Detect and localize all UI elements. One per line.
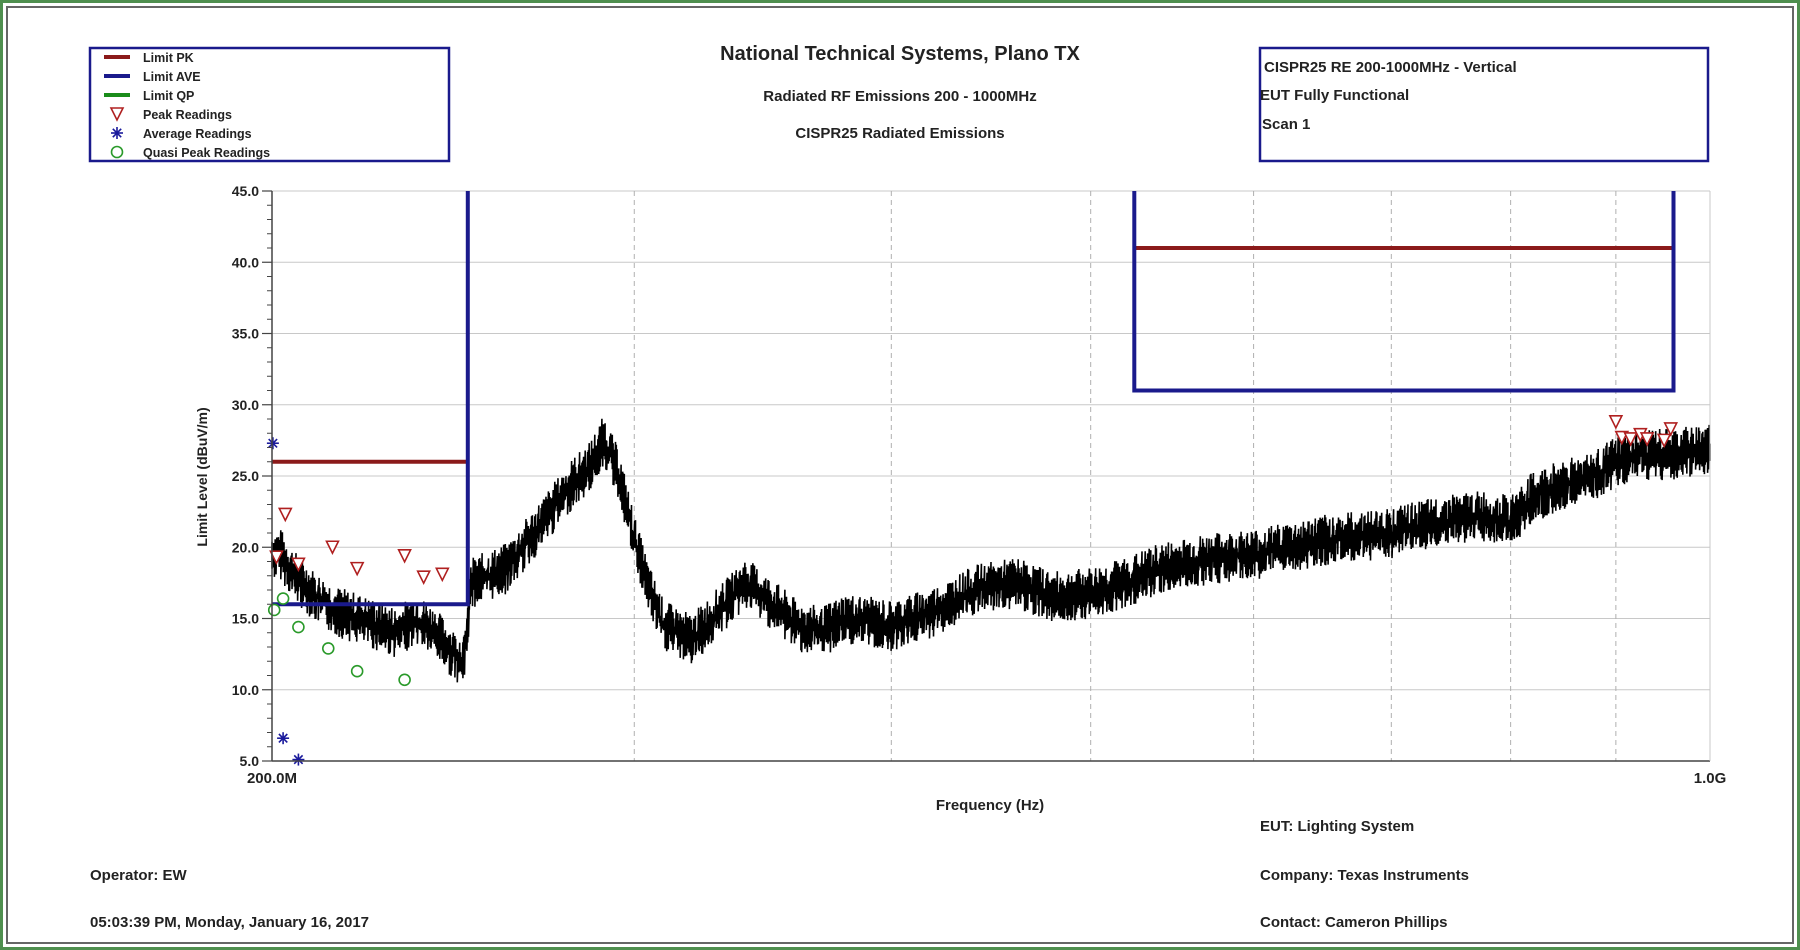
peak-reading-marker bbox=[1639, 432, 1655, 447]
timestamp-label: 05:03:39 PM, Monday, January 16, 2017 bbox=[90, 914, 369, 931]
info-box bbox=[1258, 46, 1710, 163]
legend-swatch-asterisk bbox=[111, 127, 123, 139]
y-tick-label: 10.0 bbox=[232, 682, 259, 698]
peak-reading-marker bbox=[269, 550, 284, 566]
peak-reading-marker bbox=[1608, 415, 1624, 430]
peak-reading-marker bbox=[349, 561, 365, 577]
peak-reading-marker bbox=[397, 548, 412, 564]
y-tick-label: 40.0 bbox=[232, 254, 259, 270]
peak-reading-marker bbox=[435, 567, 450, 583]
y-tick-label: 20.0 bbox=[232, 539, 259, 555]
legend-label: Peak Readings bbox=[143, 108, 232, 122]
trace-layer bbox=[271, 418, 1711, 683]
contact-label: Contact: Cameron Phillips bbox=[1260, 914, 1448, 931]
quasi-peak-reading-marker bbox=[398, 673, 411, 687]
peak-reading-marker bbox=[1656, 433, 1672, 449]
peak-reading-marker bbox=[1663, 422, 1679, 437]
company-label: Company: Texas Instruments bbox=[1260, 867, 1469, 884]
y-tick-label: 35.0 bbox=[232, 326, 259, 342]
marker-layer bbox=[266, 415, 1679, 766]
quasi-peak-reading-marker bbox=[292, 620, 305, 634]
plot-area: 5.0 10.0 15.0 20.0 25.0 30.0 35.0 40.0 45.0 200.0… bbox=[232, 183, 1727, 787]
x-axis-label: Frequency (Hz) bbox=[936, 797, 1044, 814]
legend-label: Limit QP bbox=[143, 89, 194, 103]
quasi-peak-reading-marker bbox=[350, 664, 364, 678]
measured-trace bbox=[271, 418, 1711, 683]
quasi-peak-reading-marker bbox=[321, 642, 335, 655]
y-tick-label: 5.0 bbox=[240, 753, 260, 769]
legend-box bbox=[88, 46, 451, 163]
y-axis-label: Limit Level (dBuV/m) bbox=[194, 407, 210, 546]
average-reading-marker bbox=[292, 753, 305, 766]
quasi-peak-reading-marker bbox=[276, 592, 290, 605]
limit-ave-line bbox=[1132, 191, 1676, 393]
peak-reading-marker bbox=[291, 557, 306, 573]
report-title: National Technical Systems, Plano TX bbox=[720, 43, 1080, 65]
peak-reading-marker bbox=[325, 540, 340, 556]
legend-swatch-triangle bbox=[109, 107, 125, 122]
report-subtitle-2: CISPR25 Radiated Emissions bbox=[795, 125, 1004, 142]
info-box-line-3: Scan 1 bbox=[1262, 116, 1310, 133]
peak-reading-marker bbox=[416, 570, 431, 585]
y-tick-label: 25.0 bbox=[232, 468, 259, 484]
window-frame-inner bbox=[6, 6, 1794, 944]
info-box-line-2: EUT Fully Functional bbox=[1260, 87, 1409, 104]
legend-label: Quasi Peak Readings bbox=[143, 146, 270, 160]
limit-ave-line bbox=[272, 191, 470, 607]
axis-layer: 5.0 10.0 15.0 20.0 25.0 30.0 35.0 40.0 45.0 200.0… bbox=[232, 183, 1727, 787]
legend-swatch-circle bbox=[110, 145, 124, 159]
limit-layer bbox=[272, 191, 1676, 607]
average-reading-marker bbox=[266, 437, 279, 450]
quasi-peak-reading-marker bbox=[267, 603, 281, 617]
legend-label: Limit PK bbox=[143, 51, 194, 65]
report-subtitle: Radiated RF Emissions 200 - 1000MHz bbox=[763, 88, 1036, 105]
operator-label: Operator: EW bbox=[90, 867, 188, 884]
legend-label: Average Readings bbox=[143, 127, 252, 141]
legend-label: Limit AVE bbox=[143, 70, 201, 84]
x-tick-label-start: 200.0M bbox=[247, 770, 297, 787]
y-tick-label: 45.0 bbox=[232, 183, 259, 199]
average-reading-marker bbox=[277, 732, 290, 745]
info-box-line-1: CISPR25 RE 200-1000MHz - Vertical bbox=[1264, 59, 1517, 76]
y-tick-label: 15.0 bbox=[232, 611, 259, 627]
legend: Limit PK Limit AVE Limit QP Peak Readings Av… bbox=[104, 51, 270, 160]
eut-label: EUT: Lighting System bbox=[1260, 818, 1414, 835]
y-tick-label: 30.0 bbox=[232, 397, 259, 413]
peak-reading-marker bbox=[1623, 432, 1638, 447]
peak-reading-marker bbox=[278, 507, 293, 523]
x-tick-label-end: 1.0G bbox=[1694, 770, 1727, 787]
